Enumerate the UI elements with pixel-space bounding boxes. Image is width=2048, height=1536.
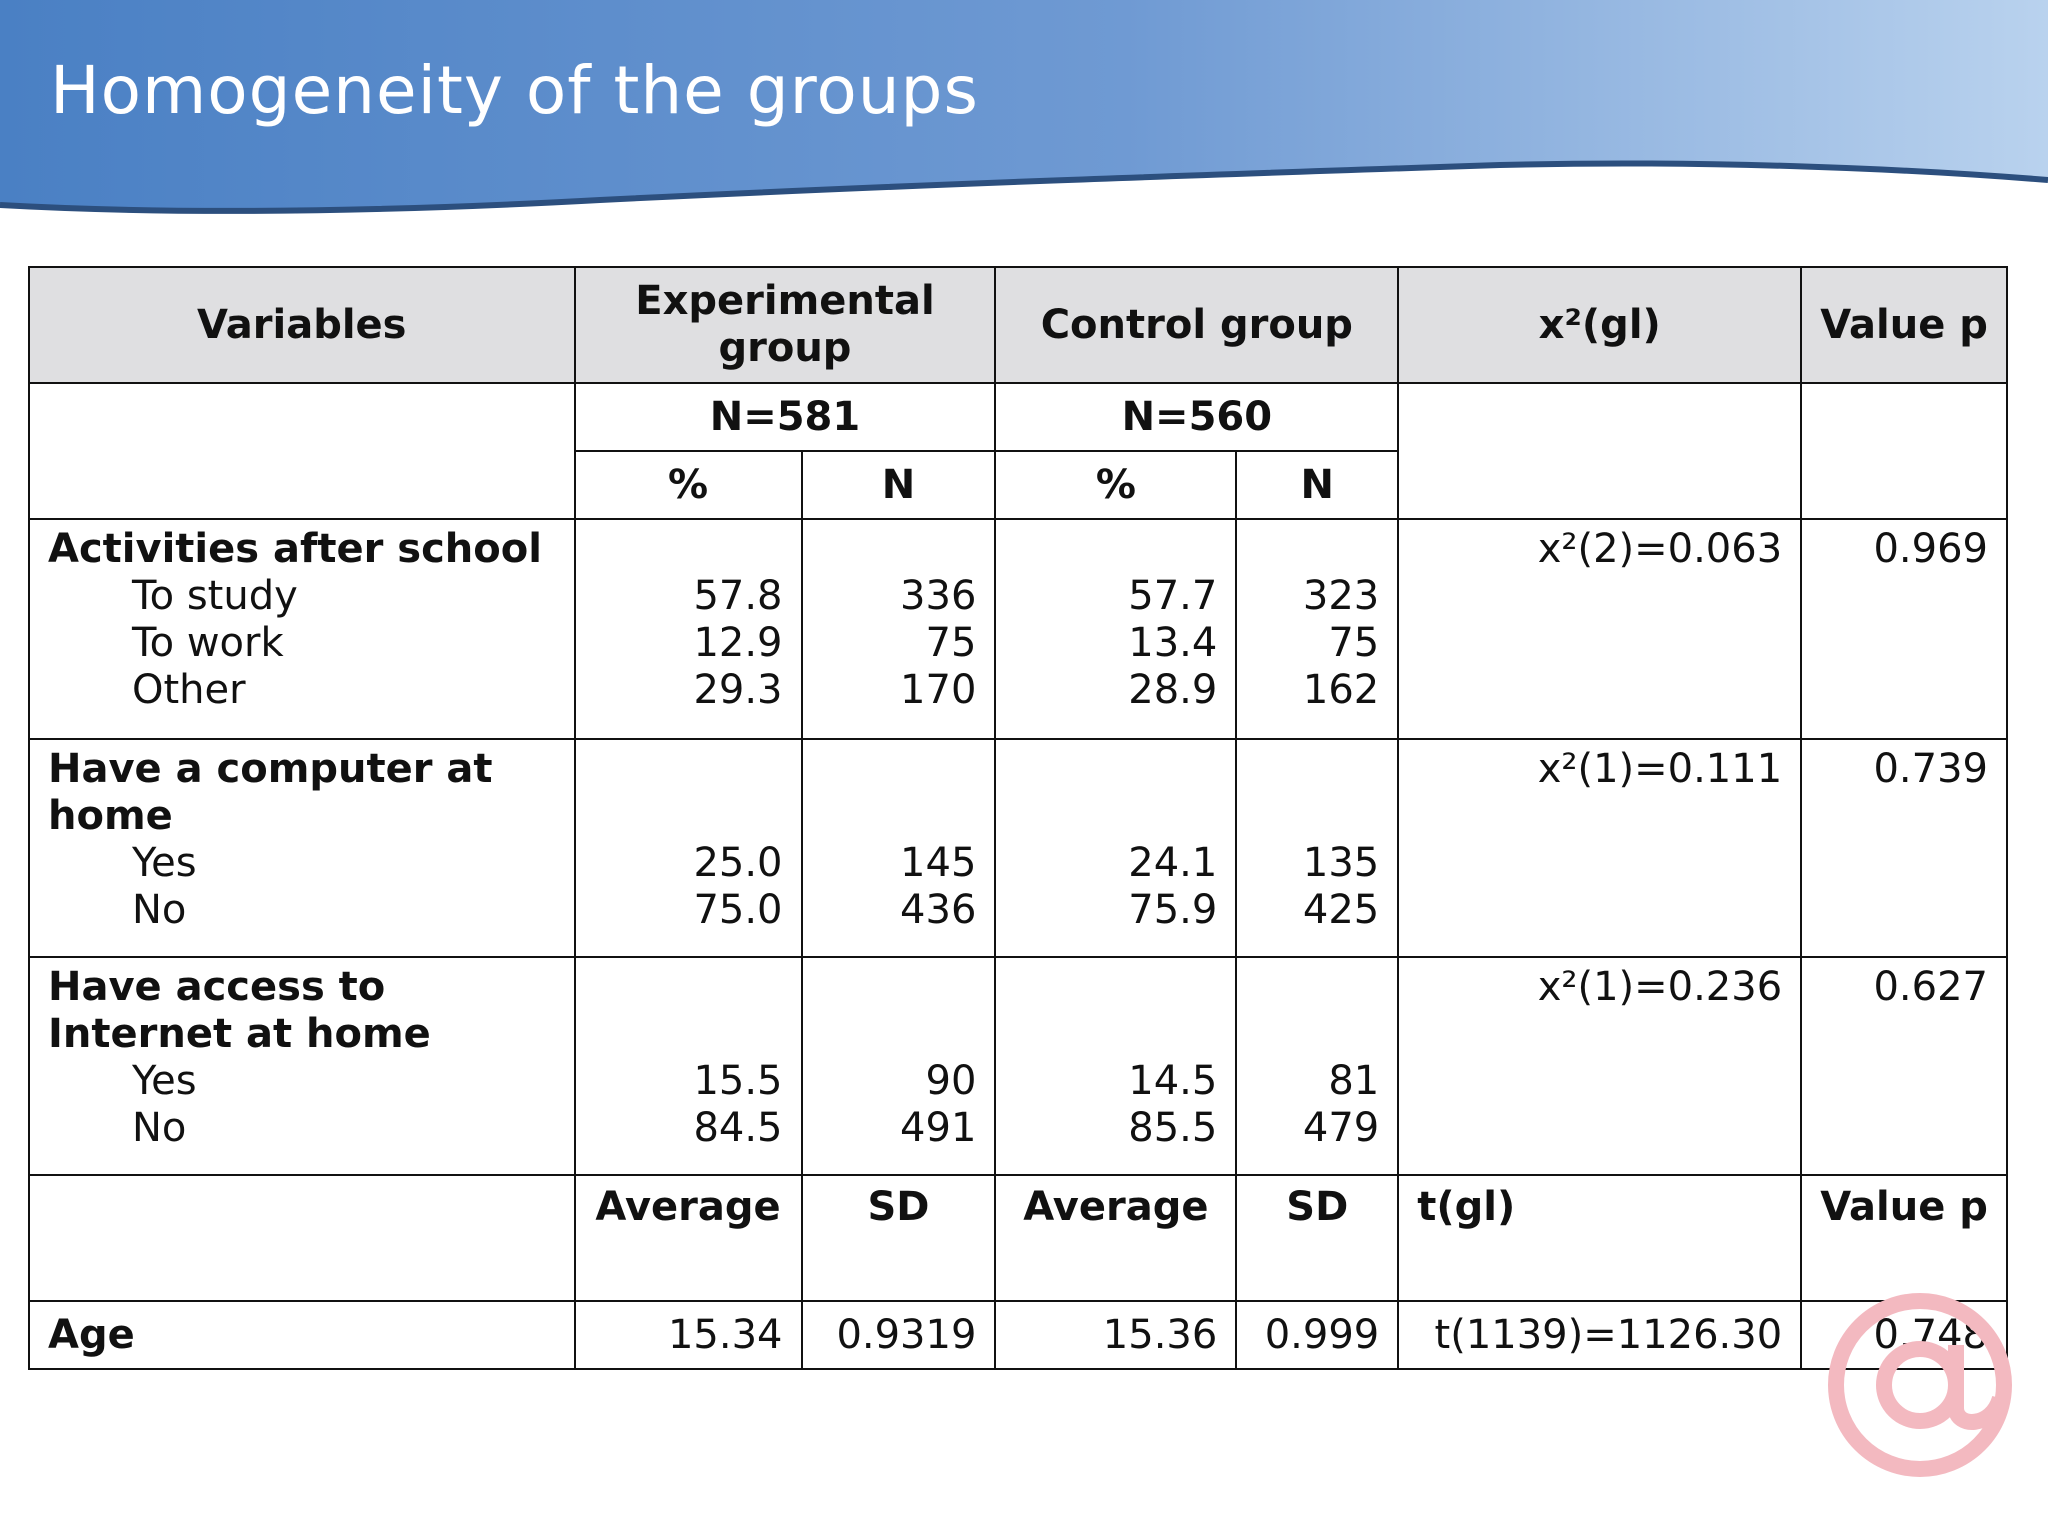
value: 75 xyxy=(925,620,977,666)
value: 479 xyxy=(1302,1105,1380,1151)
exp-average: 15.34 xyxy=(573,1300,803,1370)
value: 162 xyxy=(1302,667,1380,713)
age-row: Age 15.34 0.9319 15.36 0.999 t(1139)=112… xyxy=(28,1300,2008,1370)
value: 29.3 xyxy=(693,667,783,713)
p-value: 0.739 xyxy=(1800,738,2008,958)
row-label: No xyxy=(132,1105,187,1151)
n-row: N=581 N=560 xyxy=(28,382,2008,520)
ctl-n-cell: 135 425 xyxy=(1235,738,1400,958)
exp-n-header: N xyxy=(800,450,997,520)
value: 436 xyxy=(900,887,977,933)
value: 145 xyxy=(900,840,977,886)
value: 25.0 xyxy=(693,840,783,886)
value: 28.9 xyxy=(1128,667,1218,713)
exp-pct-cell: 57.8 12.9 29.3 xyxy=(573,518,803,740)
p-value: 0.627 xyxy=(1800,956,2008,1176)
value: 13.4 xyxy=(1128,620,1218,666)
value: 57.8 xyxy=(693,573,783,619)
exp-pct-header: % xyxy=(573,450,803,520)
ctl-pct-cell: 14.5 85.5 xyxy=(994,956,1238,1176)
chi-square-header: x²(gl) xyxy=(1397,266,1803,384)
value: 135 xyxy=(1302,840,1380,886)
slide-title: Homogeneity of the groups xyxy=(50,52,979,129)
row-label: To work xyxy=(132,620,284,666)
section-title: Activities after school xyxy=(48,526,542,572)
value: 323 xyxy=(1302,573,1380,619)
ctl-sd: 0.999 xyxy=(1235,1300,1400,1370)
t-value: t(1139)=1126.30 xyxy=(1397,1300,1803,1370)
t-header: t(gl) xyxy=(1397,1174,1803,1302)
exp-sd: 0.9319 xyxy=(800,1300,997,1370)
section-computer: Have a computer at home Yes No 25.0 75.0… xyxy=(28,738,2008,958)
subheader-row: % N % N xyxy=(29,450,2007,520)
experimental-group-header: Experimental group xyxy=(573,266,997,384)
sd-header: SD xyxy=(1235,1174,1400,1302)
exp-pct-cell: 15.5 84.5 xyxy=(573,956,803,1176)
exp-pct-cell: 25.0 75.0 xyxy=(573,738,803,958)
chi-square-value: x²(2)=0.063 xyxy=(1397,518,1803,740)
value: 81 xyxy=(1328,1058,1380,1104)
section-activities: Activities after school To study To work… xyxy=(28,518,2008,740)
ctl-pct-cell: 57.7 13.4 28.9 xyxy=(994,518,1238,740)
value: 425 xyxy=(1302,887,1380,933)
value: 85.5 xyxy=(1128,1105,1218,1151)
p-value: 0.969 xyxy=(1800,518,2008,740)
value: 84.5 xyxy=(693,1105,783,1151)
control-n: N=560 xyxy=(994,382,1400,452)
value: 57.7 xyxy=(1128,573,1218,619)
header-row: Variables Experimental group Control gro… xyxy=(28,266,2008,384)
section-title: Have access to Internet at home xyxy=(48,964,431,1057)
section-label-cell: Activities after school To study To work… xyxy=(28,518,576,740)
row-label: No xyxy=(132,887,187,933)
value: 491 xyxy=(900,1105,977,1151)
variables-header: Variables xyxy=(28,266,576,384)
control-group-header: Control group xyxy=(994,266,1400,384)
ctl-n-header: N xyxy=(1235,450,1400,520)
average-header: Average xyxy=(994,1174,1238,1302)
at-sign-icon xyxy=(1828,1293,2012,1477)
exp-n-cell: 336 75 170 xyxy=(800,518,997,740)
ctl-average: 15.36 xyxy=(994,1300,1238,1370)
value: 90 xyxy=(925,1058,977,1104)
value-p-header: Value p xyxy=(1800,1174,2008,1302)
value: 75 xyxy=(1328,620,1380,666)
value: 12.9 xyxy=(693,620,783,666)
exp-n-cell: 90 491 xyxy=(800,956,997,1176)
ctl-pct-header: % xyxy=(994,450,1238,520)
value: 15.5 xyxy=(693,1058,783,1104)
section-internet: Have access to Internet at home Yes No 1… xyxy=(28,956,2008,1176)
section-label-cell: Have a computer at home Yes No xyxy=(28,738,576,958)
value: 170 xyxy=(900,667,977,713)
value: 14.5 xyxy=(1128,1058,1218,1104)
value: 75.0 xyxy=(693,887,783,933)
ctl-n-cell: 323 75 162 xyxy=(1235,518,1400,740)
average-header: Average xyxy=(573,1174,803,1302)
value: 336 xyxy=(900,573,977,619)
row-label: To study xyxy=(132,573,298,619)
value: 75.9 xyxy=(1128,887,1218,933)
section-title: Have a computer at home xyxy=(48,746,493,839)
ctl-n-cell: 81 479 xyxy=(1235,956,1400,1176)
age-header-row: Average SD Average SD t(gl) Value p xyxy=(28,1174,2008,1302)
value: 24.1 xyxy=(1128,840,1218,886)
value-p-header: Value p xyxy=(1800,266,2008,384)
section-label-cell: Have access to Internet at home Yes No xyxy=(28,956,576,1176)
homogeneity-table: Variables Experimental group Control gro… xyxy=(28,266,2008,1370)
header-banner xyxy=(0,0,2048,215)
chi-square-value: x²(1)=0.236 xyxy=(1397,956,1803,1176)
row-label: Yes xyxy=(132,840,197,886)
sd-header: SD xyxy=(800,1174,997,1302)
exp-n-cell: 145 436 xyxy=(800,738,997,958)
row-label: Yes xyxy=(132,1058,197,1104)
experimental-n: N=581 xyxy=(573,382,997,452)
age-label: Age xyxy=(28,1300,576,1370)
ctl-pct-cell: 24.1 75.9 xyxy=(994,738,1238,958)
row-label: Other xyxy=(132,667,246,713)
chi-square-value: x²(1)=0.111 xyxy=(1397,738,1803,958)
